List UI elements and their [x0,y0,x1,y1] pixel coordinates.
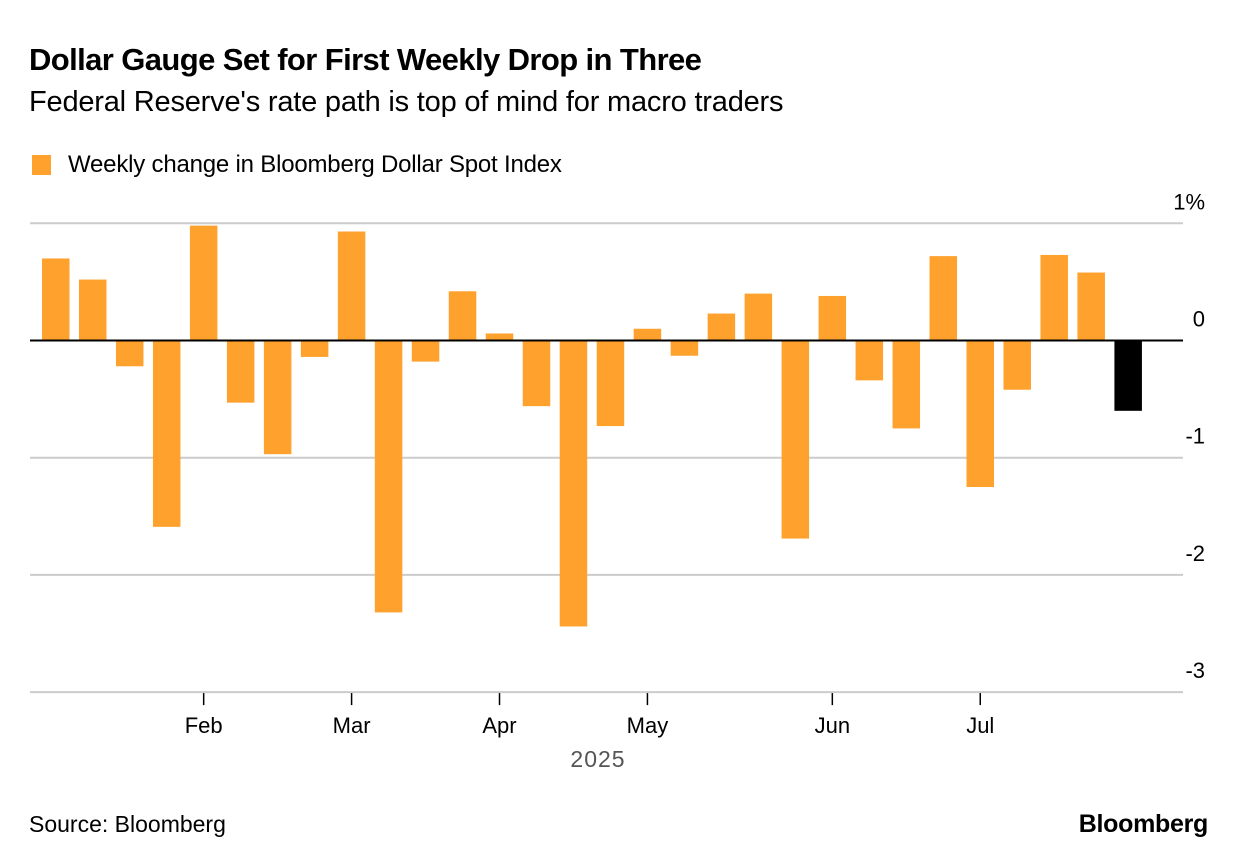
bar [707,313,736,341]
x-tick-label: Jun [815,713,850,738]
bars [42,225,1142,627]
x-axis-year-label: 2025 [570,746,625,772]
x-tick-label: Apr [482,713,516,738]
bar-latest-week [1114,340,1142,411]
bar [485,333,514,341]
y-tick-label: 0 [1193,307,1205,332]
bar [1040,254,1068,341]
bar [522,340,551,407]
bar [115,340,144,367]
x-tick-label: Mar [333,713,371,738]
bar [559,340,588,627]
bar [300,340,329,357]
legend: Weekly change in Bloomberg Dollar Spot I… [32,150,562,180]
y-tick-label: -3 [1185,658,1205,683]
x-tick-label: Jul [966,713,994,738]
y-tick-label: -2 [1185,541,1205,566]
bar [929,256,958,341]
bar [818,295,847,341]
bar [596,340,625,427]
bar [411,340,440,362]
x-tick-label: May [627,713,669,738]
bloomberg-logo: Bloomberg [1078,810,1209,838]
y-tick-label: -1 [1185,424,1205,449]
bar [855,340,884,381]
bar [152,340,181,527]
bar [744,293,773,341]
bar [337,231,366,341]
legend-label: Weekly change in Bloomberg Dollar Spot I… [68,151,562,178]
bar [226,340,255,403]
bar [1077,272,1105,341]
legend-swatch [32,155,51,175]
bar [1003,340,1031,390]
y-axis: 1% 0 -1 -2 -3 [1173,189,1205,683]
y-tick-label: 1% [1173,189,1205,214]
bar [781,340,810,539]
bar [42,258,70,341]
bar [966,340,994,487]
x-tick-label: Feb [185,713,223,738]
bar [670,340,699,356]
x-axis: Feb Mar Apr May Jun Jul 2025 [185,693,994,772]
bar [189,225,218,341]
source-note: Source: Bloomberg [29,811,226,837]
bar [633,328,662,341]
bar [263,340,292,455]
chart-title: Dollar Gauge Set for First Weekly Drop i… [29,42,702,77]
bar [448,291,477,341]
bar [892,340,921,429]
bar [374,340,403,613]
chart-subtitle: Federal Reserve's rate path is top of mi… [29,86,784,118]
bar [78,279,107,341]
